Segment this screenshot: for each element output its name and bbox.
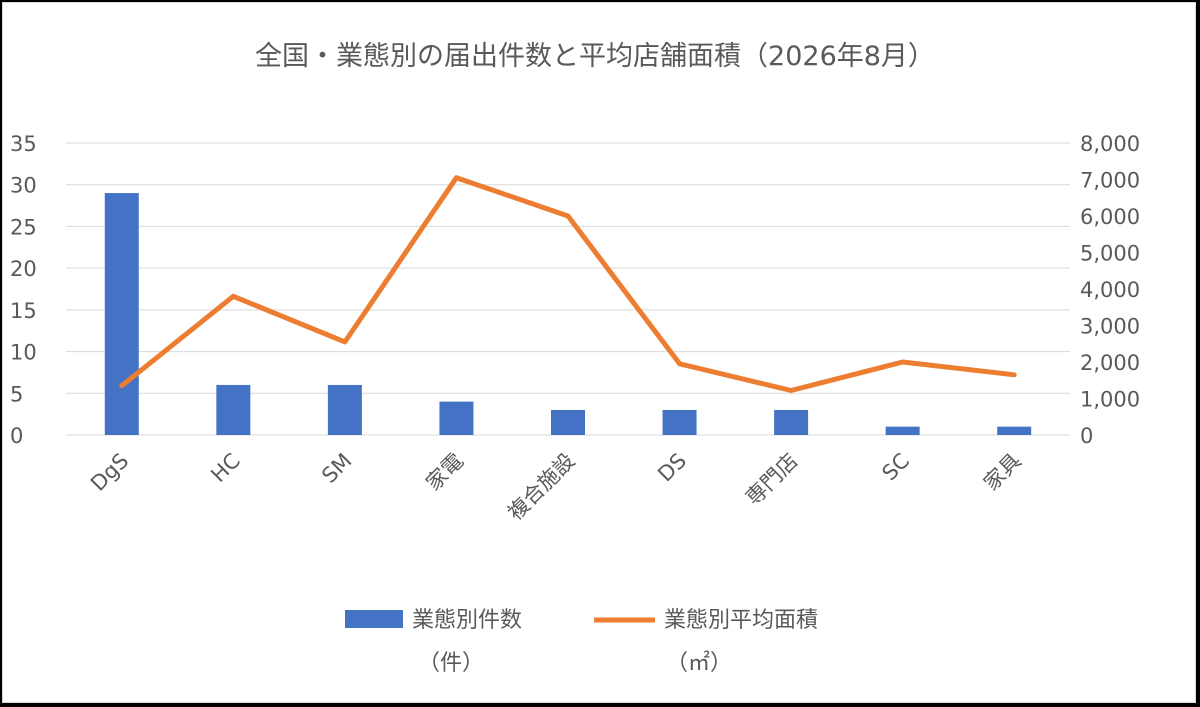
bar [327, 384, 362, 435]
right-axis-ticks: 0 1,000 2,000 3,000 4,000 5,000 6,000 7,000 8,00… [1080, 132, 1140, 448]
bar [774, 409, 809, 435]
chart-title: 全国・業態別の届出件数と平均店舗面積（2026年8月） [255, 41, 935, 72]
left-tick-label: 0 [10, 424, 23, 448]
line-point [343, 340, 347, 344]
legend-line-label: 業態別平均面積 [664, 608, 818, 633]
bar [439, 401, 474, 435]
legend-bar-swatch [345, 610, 403, 628]
legend: 業態別件数 （件） 業態別平均面積 （㎡） [345, 608, 818, 676]
right-tick-label: 7,000 [1080, 169, 1140, 193]
right-tick-label: 5,000 [1080, 242, 1140, 266]
line-point [901, 360, 905, 364]
line-point [1012, 373, 1016, 377]
line-point [454, 176, 458, 180]
category-label: 家電 [421, 449, 468, 496]
legend-bar-label: 業態別件数 [412, 608, 522, 633]
legend-bar-unit: （件） [418, 651, 484, 676]
left-tick-label: 5 [10, 382, 23, 406]
category-label: SC [877, 449, 914, 486]
line-point [789, 388, 793, 392]
left-tick-label: 20 [10, 257, 37, 281]
bar [551, 409, 585, 435]
left-tick-label: 25 [10, 215, 37, 239]
line-point [231, 294, 235, 298]
category-label: DS [653, 449, 691, 487]
category-label: 専門店 [741, 449, 803, 511]
bar [662, 409, 697, 435]
line-series [119, 175, 1017, 393]
series-line [119, 175, 1017, 393]
category-label: HC [206, 449, 245, 488]
bar-series [104, 193, 1032, 435]
right-tick-label: 4,000 [1080, 278, 1140, 302]
line-point [678, 362, 682, 366]
bar [997, 426, 1032, 435]
category-labels: DgS HC SM 家電 複合施設 DS 専門店 SC 家具 [86, 449, 1026, 525]
bar [216, 384, 251, 435]
legend-line-unit: （㎡） [666, 650, 732, 676]
left-tick-label: 35 [10, 132, 37, 156]
right-tick-label: 6,000 [1080, 205, 1140, 229]
line-point [566, 214, 570, 218]
line-point [120, 384, 124, 388]
category-label: 複合施設 [503, 449, 579, 525]
left-tick-label: 15 [10, 299, 37, 323]
bar [885, 426, 920, 435]
category-label: 家具 [979, 449, 1026, 496]
left-axis-ticks: 0 5 10 15 20 25 30 35 [10, 132, 37, 448]
left-tick-label: 30 [10, 174, 37, 198]
bar [104, 193, 139, 435]
right-tick-label: 8,000 [1080, 132, 1140, 156]
right-tick-label: 1,000 [1080, 388, 1140, 412]
category-label: SM [317, 449, 356, 488]
left-tick-label: 10 [10, 341, 37, 365]
right-tick-label: 3,000 [1080, 315, 1140, 339]
category-label: DgS [86, 449, 133, 496]
right-tick-label: 0 [1080, 424, 1093, 448]
right-tick-label: 2,000 [1080, 351, 1140, 375]
